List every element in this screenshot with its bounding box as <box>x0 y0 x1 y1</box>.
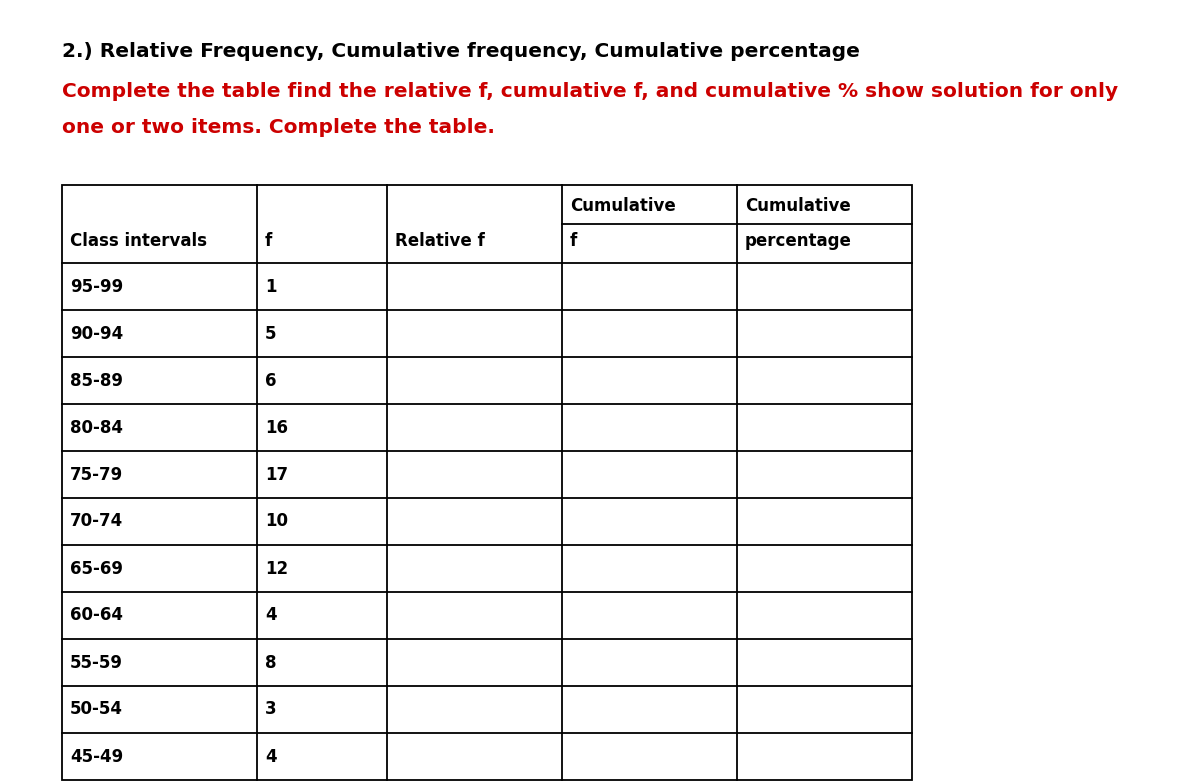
Text: 2.) Relative Frequency, Cumulative frequency, Cumulative percentage: 2.) Relative Frequency, Cumulative frequ… <box>62 42 860 61</box>
Text: 70-74: 70-74 <box>70 513 124 531</box>
Text: percentage: percentage <box>745 232 852 250</box>
Text: 5: 5 <box>265 325 276 343</box>
Text: one or two items. Complete the table.: one or two items. Complete the table. <box>62 118 494 137</box>
Text: 60-64: 60-64 <box>70 607 124 625</box>
Text: 65-69: 65-69 <box>70 560 124 578</box>
Text: 4: 4 <box>265 607 277 625</box>
Text: 55-59: 55-59 <box>70 654 124 672</box>
Text: 6: 6 <box>265 372 276 390</box>
Text: f: f <box>265 232 272 250</box>
Text: 3: 3 <box>265 700 277 718</box>
Text: 95-99: 95-99 <box>70 278 124 296</box>
Text: Class intervals: Class intervals <box>70 232 208 250</box>
Text: 8: 8 <box>265 654 276 672</box>
Bar <box>62 185 912 780</box>
Text: 10: 10 <box>265 513 288 531</box>
Text: 17: 17 <box>265 466 288 484</box>
Text: Cumulative: Cumulative <box>745 197 851 215</box>
Text: 80-84: 80-84 <box>70 419 124 437</box>
Text: 16: 16 <box>265 419 288 437</box>
Text: 1: 1 <box>265 278 276 296</box>
Text: f: f <box>570 232 577 250</box>
Text: 75-79: 75-79 <box>70 466 124 484</box>
Text: Relative f: Relative f <box>395 232 485 250</box>
Text: 50-54: 50-54 <box>70 700 124 718</box>
Text: Cumulative: Cumulative <box>570 197 676 215</box>
Text: Complete the table find the relative f, cumulative f, and cumulative % show solu: Complete the table find the relative f, … <box>62 82 1118 101</box>
Text: 85-89: 85-89 <box>70 372 124 390</box>
Text: 90-94: 90-94 <box>70 325 124 343</box>
Text: 4: 4 <box>265 747 277 765</box>
Text: 45-49: 45-49 <box>70 747 124 765</box>
Text: 12: 12 <box>265 560 288 578</box>
